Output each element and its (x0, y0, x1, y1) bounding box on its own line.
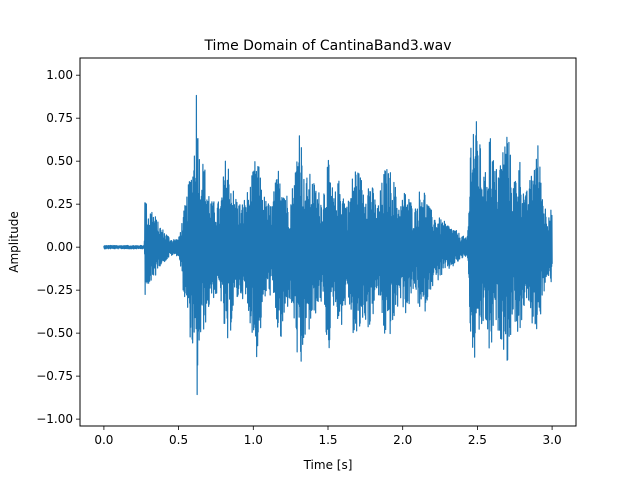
x-tick-label: 1.0 (244, 433, 263, 447)
y-tick-label: 0.25 (46, 197, 73, 211)
y-tick-label: −1.00 (36, 412, 73, 426)
waveform-series-line (103, 94, 553, 396)
x-tick-label: 0.0 (94, 433, 113, 447)
chart-title: Time Domain of CantinaBand3.wav (203, 38, 451, 54)
x-tick-label: 3.0 (543, 433, 562, 447)
x-axis: 0.0 0.5 1.0 1.5 2.0 2.5 3.0 (94, 426, 562, 447)
y-tick-label: −0.50 (36, 326, 73, 340)
y-tick-label: 0.00 (46, 240, 73, 254)
y-tick-label: 0.50 (46, 154, 73, 168)
x-axis-label: Time [s] (303, 458, 353, 472)
y-tick-label: 1.00 (46, 68, 73, 82)
x-tick-label: 2.5 (468, 433, 487, 447)
x-tick-label: 2.0 (393, 433, 412, 447)
y-tick-label: 0.75 (46, 111, 73, 125)
y-tick-label: −0.25 (36, 283, 73, 297)
y-axis-label: Amplitude (7, 211, 21, 273)
x-tick-label: 0.5 (169, 433, 188, 447)
x-tick-label: 1.5 (318, 433, 337, 447)
y-axis: −1.00 −0.75 −0.50 −0.25 0.00 0.25 0.50 0.75 1.00 (36, 68, 80, 426)
y-tick-label: −0.75 (36, 369, 73, 383)
